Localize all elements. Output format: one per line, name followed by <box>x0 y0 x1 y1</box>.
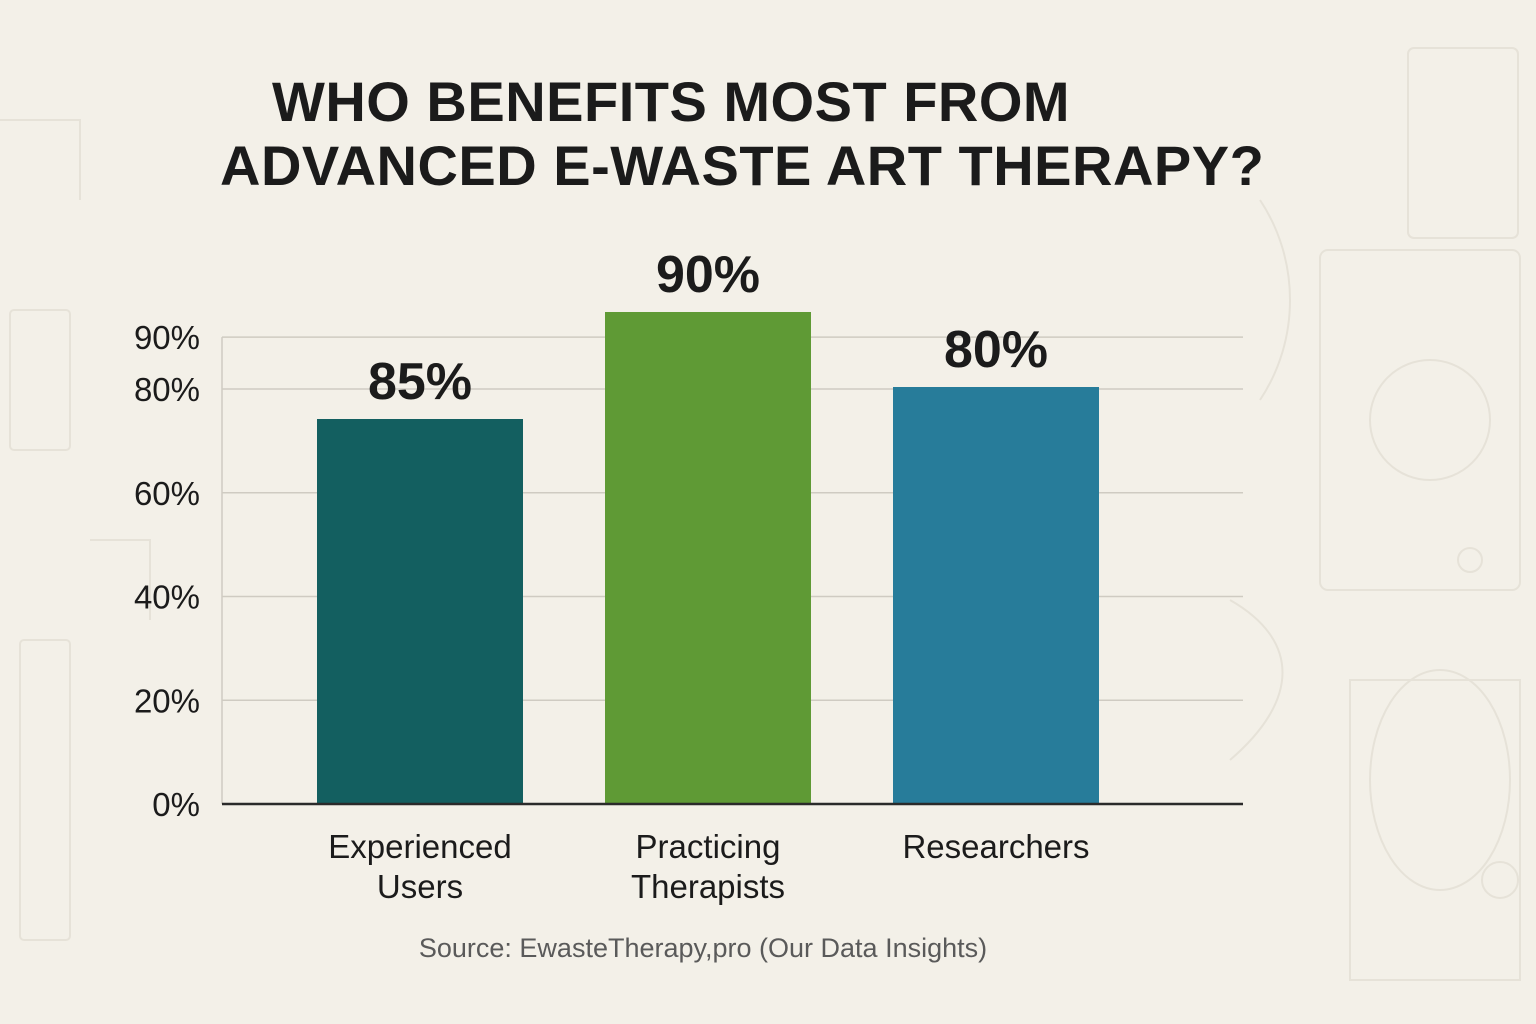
x-tick-label: Therapists <box>631 868 785 905</box>
y-tick-label: 40% <box>134 579 200 616</box>
data-labels: 85% 90% 80% <box>368 246 1048 411</box>
y-tick-label: 0% <box>152 786 200 823</box>
data-label: 90% <box>656 246 760 304</box>
y-tick-label: 80% <box>134 371 200 408</box>
bar <box>605 312 811 804</box>
chart-title-line-1: WHO BENEFITS MOST FROM <box>272 70 1071 133</box>
bar <box>317 419 523 804</box>
x-tick-label: Users <box>377 868 463 905</box>
data-label: 85% <box>368 353 472 411</box>
y-tick-label: 20% <box>134 682 200 719</box>
data-label: 80% <box>944 321 1048 379</box>
chart-title-line-2: ADVANCED E-WASTE ART THERAPY? <box>220 134 1265 197</box>
source-note: Source: EwasteTherapy,pro (Our Data Insi… <box>418 933 988 963</box>
bars <box>317 312 1099 804</box>
x-tick-label: Experienced <box>328 828 511 865</box>
y-tick-label: 90% <box>134 319 200 356</box>
x-tick-label: Practicing <box>636 828 781 865</box>
bar <box>893 387 1099 804</box>
chart-title: WHO BENEFITS MOST FROM ADVANCED E-WASTE … <box>0 70 1536 198</box>
y-axis-tick-labels: 0% 20% 40% 60% 80% 90% <box>134 319 200 823</box>
y-tick-label: 60% <box>134 475 200 512</box>
x-tick-label: Researchers <box>902 828 1089 865</box>
